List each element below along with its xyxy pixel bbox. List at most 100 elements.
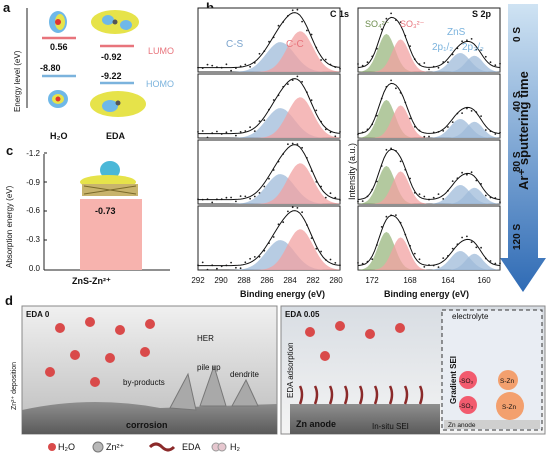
- data-point: [230, 196, 232, 199]
- data-point: [423, 62, 426, 64]
- c1s-peak-cc: C-C: [286, 39, 304, 50]
- data-point: [437, 66, 440, 69]
- so3-label-a: -SO₃: [459, 378, 474, 385]
- orbital-energy-panel: Energy level (eV) 0.56 -0.92 LUMO -8.80 …: [13, 8, 174, 141]
- data-point: [499, 201, 501, 204]
- data-point: [499, 62, 501, 65]
- data-point: [494, 133, 497, 135]
- data-point: [291, 9, 294, 12]
- fitted-peak: [358, 121, 500, 138]
- c1s-tick: 280: [329, 276, 343, 285]
- envelope-line: [198, 210, 341, 267]
- c1s-tick: 286: [260, 276, 274, 285]
- data-point: [324, 128, 327, 131]
- data-point: [230, 69, 232, 72]
- envelope-line: [357, 214, 501, 266]
- data-point: [489, 260, 492, 262]
- data-point: [484, 194, 487, 197]
- panel-a-ylabel: Energy level (eV): [13, 50, 22, 112]
- sputter-time: 0 S: [512, 27, 523, 42]
- eda0-tag: EDA 0: [26, 310, 50, 319]
- data-point: [371, 258, 374, 261]
- data-point: [385, 17, 388, 20]
- data-point: [466, 39, 468, 42]
- sputtering-arrow: Ar⁺ sputtering time 0 S 40 S 80 S 120 S: [500, 4, 546, 292]
- data-point: [291, 142, 294, 145]
- data-point: [466, 107, 468, 110]
- data-point: [310, 99, 313, 102]
- envelope-line: [198, 144, 341, 201]
- data-point: [296, 8, 299, 11]
- data-point: [201, 130, 204, 132]
- data-point: [310, 33, 313, 36]
- eda-adsorbed-layer: [298, 385, 424, 405]
- data-point: [272, 236, 275, 238]
- data-point: [361, 262, 364, 265]
- data-point: [376, 114, 378, 117]
- data-point: [409, 117, 411, 120]
- data-point: [329, 258, 332, 261]
- data-point: [211, 64, 214, 67]
- panel-c-ylabel: Absorption energy (eV): [5, 185, 14, 268]
- eda005-tag: EDA 0.05: [285, 310, 320, 319]
- legend-eda: EDA: [182, 442, 201, 452]
- s2p-tick: 164: [441, 276, 455, 285]
- data-point: [216, 267, 218, 270]
- data-point: [334, 196, 337, 199]
- szn-label-b: S-Zn: [502, 404, 516, 411]
- zn-anode-slab-right: [290, 404, 440, 434]
- data-point: [480, 246, 482, 249]
- data-point: [239, 131, 242, 133]
- data-point: [484, 55, 487, 58]
- sputtering-title: Ar⁺ sputtering time: [516, 71, 531, 190]
- data-point: [324, 196, 327, 199]
- data-point: [484, 129, 487, 131]
- data-point: [277, 24, 280, 27]
- data-point: [357, 262, 359, 264]
- data-point: [301, 20, 303, 23]
- data-point: [413, 252, 416, 255]
- data-point: [339, 131, 341, 133]
- data-point: [475, 48, 478, 51]
- zn-anode-label: Zn anode: [296, 419, 336, 429]
- s2p-title: S 2p: [472, 9, 492, 19]
- bar-value-label: -0.73: [95, 206, 116, 216]
- s2p-tick: 168: [403, 276, 417, 285]
- data-point: [244, 130, 247, 132]
- dendrite-shape: [231, 378, 259, 407]
- h2o-homo-orbital: [48, 90, 68, 108]
- data-point: [301, 146, 303, 149]
- electrolyte-label: electrolyte: [452, 312, 489, 321]
- zns-structure: [80, 161, 138, 196]
- data-point: [249, 257, 251, 260]
- fitted-peak: [358, 237, 500, 270]
- legend-eda-marker: [148, 442, 176, 452]
- panel-c-xlabel: ZnS-Zn²⁺: [72, 276, 111, 286]
- szn-bubble: [498, 370, 518, 390]
- data-point: [291, 206, 294, 209]
- so3-bubble: [459, 371, 477, 389]
- h2o-homo-value: -8.80: [40, 63, 61, 73]
- fitted-peak: [198, 31, 340, 72]
- h2o-cluster-group-right: [305, 321, 405, 361]
- data-point: [277, 223, 280, 226]
- data-point: [301, 211, 303, 214]
- data-point: [334, 135, 337, 138]
- s2p-so3: SO₃²⁻: [400, 19, 425, 29]
- s2p-tick: 160: [477, 276, 491, 285]
- data-point: [329, 131, 332, 134]
- gradient-sei-label: Gradient SEI: [449, 356, 458, 404]
- data-point: [334, 262, 337, 264]
- byproducts-label: by-products: [123, 378, 165, 387]
- deposition-label: Zn²⁺ deposition: [11, 362, 18, 410]
- data-point: [244, 63, 247, 66]
- pileup-label: pile up: [197, 363, 221, 372]
- her-label: HER: [197, 334, 214, 343]
- panel-label-d: d: [5, 293, 13, 308]
- data-point: [315, 109, 318, 112]
- data-point: [409, 45, 411, 47]
- data-point: [235, 266, 237, 269]
- data-point: [494, 64, 497, 67]
- xps-spectra-panel: Intensity (a.u.) Intensity (a.u.) C 1s S…: [191, 7, 501, 299]
- corrosion-label: corrosion: [126, 420, 168, 430]
